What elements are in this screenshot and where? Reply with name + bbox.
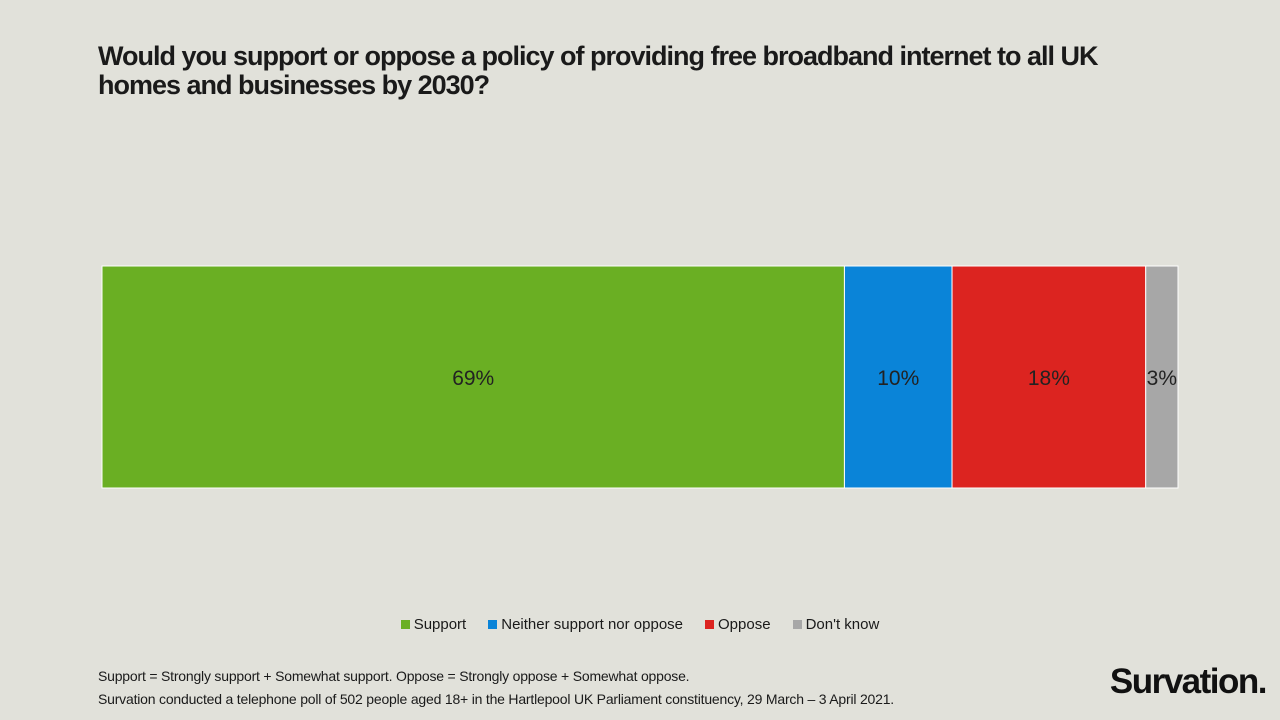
legend-label: Oppose: [718, 616, 771, 633]
legend-label: Neither support nor oppose: [501, 616, 684, 633]
legend-item-2: Oppose: [705, 616, 771, 633]
legend-item-3: Don't know: [792, 616, 880, 633]
legend-label: Support: [413, 616, 467, 633]
footnote-methodology: Survation conducted a telephone poll of …: [98, 691, 895, 707]
legend-swatch: [792, 620, 802, 629]
footnote: Support = Strongly support + Somewhat su…: [98, 665, 894, 711]
legend-swatch: [705, 620, 715, 629]
legend-item-1: Neither support nor oppose: [488, 616, 683, 633]
bar-value-label-3: 3%: [1147, 367, 1177, 390]
bar-value-label-1: 10%: [877, 367, 919, 390]
bar-value-label-2: 18%: [1028, 367, 1070, 390]
bar-segment-0: [101, 265, 845, 489]
bar-segment-2: [951, 265, 1147, 489]
footnote-definitions: Support = Strongly support + Somewhat su…: [98, 668, 690, 684]
stacked-bar-chart: 69% 10% 18% 3%: [101, 265, 1179, 489]
chart-title: Would you support or oppose a policy of …: [98, 41, 1099, 100]
bar-value-label-0: 69%: [452, 367, 494, 390]
survation-logo: Survation.: [1109, 662, 1268, 701]
bar-segment-3: [1145, 265, 1179, 489]
legend-label: Don't know: [805, 616, 880, 633]
legend-swatch: [400, 620, 410, 629]
chart-legend: Support Neither support nor oppose Oppose D…: [0, 616, 1280, 633]
legend-swatch: [488, 620, 498, 629]
legend-item-0: Support: [400, 616, 467, 633]
